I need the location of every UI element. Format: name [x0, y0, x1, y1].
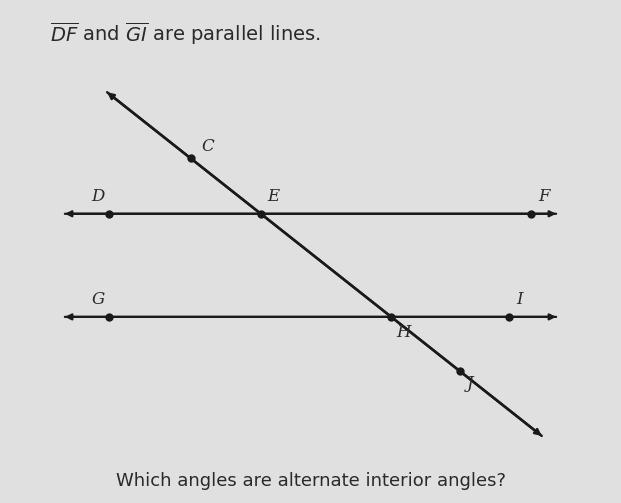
- Text: I: I: [516, 291, 523, 308]
- Text: G: G: [91, 291, 104, 308]
- Text: E: E: [268, 188, 280, 205]
- Text: $\overline{DF}$ and $\overline{GI}$ are parallel lines.: $\overline{DF}$ and $\overline{GI}$ are …: [50, 20, 320, 47]
- Text: J: J: [467, 375, 473, 391]
- Text: Which angles are alternate interior angles?: Which angles are alternate interior angl…: [116, 472, 505, 490]
- Text: D: D: [91, 188, 104, 205]
- Text: F: F: [538, 188, 550, 205]
- Text: C: C: [202, 138, 214, 155]
- Text: H: H: [397, 323, 411, 341]
